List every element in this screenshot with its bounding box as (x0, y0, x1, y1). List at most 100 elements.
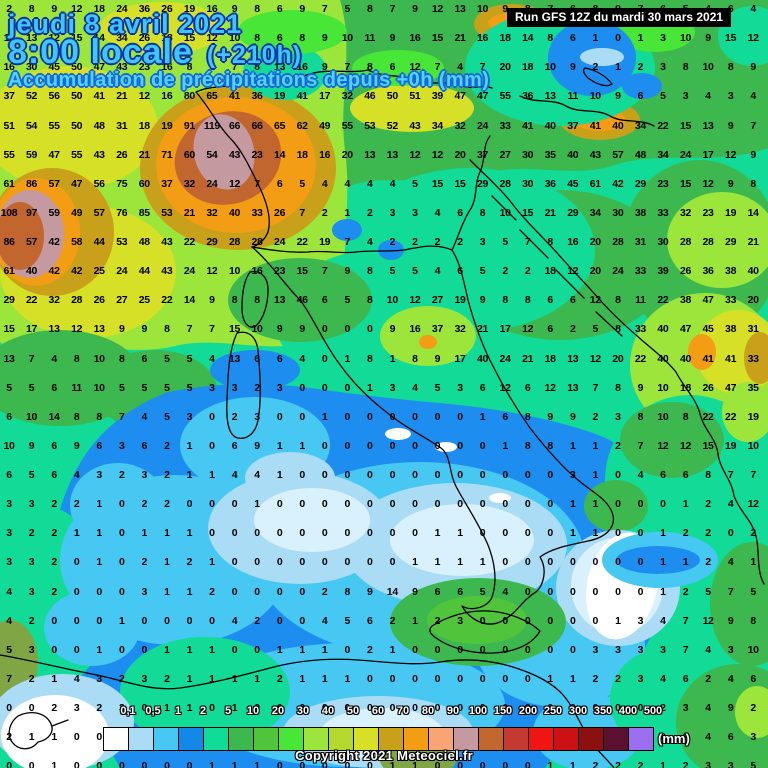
precip-value: 9 (434, 352, 441, 365)
precip-value: 55 (71, 148, 83, 161)
precip-value: 12 (522, 323, 534, 336)
precip-value: 38 (679, 294, 692, 307)
precip-value: 18 (544, 265, 556, 278)
precip-value: 8 (96, 410, 102, 423)
precip-value: 0 (344, 410, 351, 423)
precip-value: 16 (567, 236, 579, 249)
precip-value: 30 (26, 61, 38, 74)
precip-value: 6 (524, 381, 531, 394)
precip-value: 10 (251, 323, 263, 336)
precip-value: 7 (389, 3, 396, 15)
precip-value: 0 (434, 643, 441, 656)
precip-value: 21 (183, 206, 195, 219)
precip-value: 13 (386, 148, 398, 161)
precip-value: 0 (457, 672, 463, 685)
precip-value: 0 (412, 469, 418, 482)
precip-value: 0 (73, 643, 80, 656)
precip-value: 47 (702, 294, 714, 307)
precip-value: 1 (209, 556, 215, 569)
precip-value: 12 (206, 265, 218, 278)
precip-value: 2 (569, 323, 576, 336)
precip-value: 40 (544, 119, 556, 132)
precip-value: 0 (457, 439, 463, 452)
precip-value: 24 (206, 177, 218, 190)
precip-value: 0 (389, 672, 396, 685)
precip-value: 14 (274, 148, 286, 161)
precip-value: 34 (431, 119, 443, 132)
precip-value: 1 (660, 556, 666, 569)
precip-value: 6 (434, 585, 441, 598)
precip-value: 13 (454, 3, 466, 15)
precip-value: 23 (657, 177, 669, 190)
precip-value: 0 (524, 643, 531, 656)
precip-value: 5 (344, 614, 351, 627)
precip-value: 22 (702, 410, 714, 423)
precip-value: 1 (254, 498, 260, 511)
precip-value: 2 (186, 556, 193, 569)
precip-value: 1 (569, 760, 576, 768)
precip-value: 3 (96, 672, 102, 685)
precip-value: 9 (321, 61, 328, 74)
precip-value: 32 (183, 177, 195, 190)
precip-value: 23 (274, 265, 286, 278)
precip-value: 1 (321, 410, 328, 423)
precip-value: 1 (118, 614, 125, 627)
precip-value: 3 (209, 381, 215, 394)
precip-value: 18 (679, 381, 692, 394)
precip-value: 15 (431, 32, 443, 45)
precip-value: 1 (231, 672, 238, 685)
precip-value: 12 (409, 61, 421, 74)
precip-value: 5 (434, 381, 441, 394)
precip-value: 2 (321, 206, 328, 219)
precip-value: 9 (750, 148, 756, 161)
precip-value: 0 (389, 702, 396, 715)
precip-value: 0 (547, 614, 553, 627)
precip-value: 31 (116, 119, 128, 132)
precip-value: 1 (569, 672, 576, 685)
precip-value: 51 (409, 90, 421, 103)
forecast-offset: (+210h) (206, 41, 303, 69)
precip-value: 6 (276, 3, 283, 15)
precip-value: 43 (589, 148, 601, 161)
precip-value: 41 (589, 119, 601, 132)
precip-value: 1 (186, 585, 193, 598)
precip-value: 7 (299, 206, 305, 219)
precip-value: 34 (116, 32, 128, 45)
precip-value: 20 (612, 352, 624, 365)
precip-value: 12 (567, 265, 579, 278)
precip-value: 0 (524, 731, 531, 744)
precip-value: 15 (454, 177, 466, 190)
precip-value: 3 (254, 410, 260, 423)
precip-value: 37 (567, 119, 579, 132)
precip-value: 9 (412, 585, 418, 598)
precip-value: 0 (457, 760, 463, 768)
precip-value: 54 (206, 148, 218, 161)
precip-value: 9 (389, 323, 396, 336)
precip-value: 13 (93, 323, 105, 336)
precip-value: 9 (479, 294, 486, 307)
precip-value: 0 (96, 760, 102, 768)
precip-value: 28 (251, 236, 263, 249)
precip-value: 30 (657, 236, 669, 249)
precip-value: 59 (26, 148, 38, 161)
precip-value: 22 (183, 236, 195, 249)
precip-value: 1 (299, 439, 305, 452)
precip-value: 1 (164, 556, 170, 569)
precip-value: 20 (589, 236, 601, 249)
precip-value: 0 (434, 760, 441, 768)
precip-value: 5 (502, 236, 508, 249)
precip-value: 0 (547, 731, 553, 744)
precip-value: 36 (702, 265, 714, 278)
precip-value: 2 (51, 585, 57, 598)
precip-value: 1 (141, 527, 148, 540)
precip-value: 6 (479, 381, 486, 394)
precip-value: 4 (231, 469, 238, 482)
precip-value: 0 (434, 439, 441, 452)
precip-value: 19 (274, 90, 286, 103)
precip-value: 7 (186, 323, 193, 336)
precip-value: 2 (276, 672, 283, 685)
precip-value: 44 (138, 265, 150, 278)
precip-value: 8 (254, 294, 260, 307)
precip-value: 59 (48, 206, 60, 219)
precip-value: 0 (276, 702, 283, 715)
